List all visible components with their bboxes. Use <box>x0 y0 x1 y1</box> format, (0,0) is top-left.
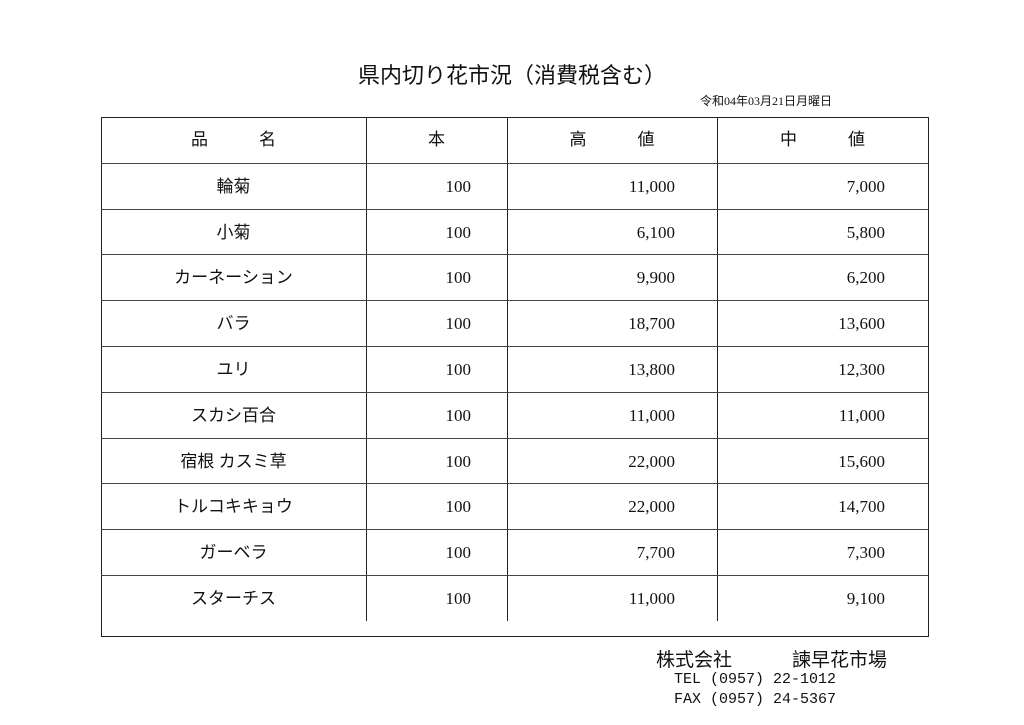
cell-value: 9,900 <box>636 268 675 288</box>
cell-value: 7,300 <box>846 543 885 563</box>
item-name: バラ <box>216 314 251 334</box>
item-name: 宿根 カスミ草 <box>180 451 287 471</box>
column-line <box>507 117 508 621</box>
cell-value: 22,000 <box>628 451 675 471</box>
column-line <box>717 117 718 621</box>
cell-value: 100 <box>445 314 472 334</box>
cell-value: 100 <box>445 176 472 196</box>
cell-value: 11,000 <box>628 589 675 608</box>
cell-value: 100 <box>445 360 472 379</box>
cell-value: 100 <box>445 497 472 517</box>
item-name: ユリ <box>216 360 251 379</box>
row-line <box>101 529 928 531</box>
date: 令和04年03月21日月曜日 <box>700 94 833 108</box>
row-line <box>101 575 928 576</box>
header-cell: 品 名 <box>191 130 276 149</box>
item-name: カーネーション <box>174 268 293 288</box>
cell-value: 12,300 <box>838 360 885 379</box>
table-frame <box>101 117 929 637</box>
row-line <box>101 300 928 302</box>
cell-value: 18,700 <box>628 314 675 334</box>
row-line <box>101 437 928 439</box>
cell-value: 22,000 <box>628 497 675 517</box>
cell-value: 7,000 <box>846 176 885 196</box>
item-name: ガーベラ <box>199 543 268 563</box>
row-line <box>101 346 928 347</box>
company: 株式会社 <box>656 650 733 671</box>
title: 県内切り花市況（消費税含む） <box>357 63 666 88</box>
cell-value: 11,000 <box>838 405 885 425</box>
fax: FAX (0957) 24-5367 <box>674 691 837 708</box>
header-cell: 本 <box>428 130 445 149</box>
row-line <box>101 254 928 256</box>
column-line <box>366 117 367 621</box>
cell-value: 13,600 <box>838 314 885 334</box>
row-line <box>101 208 928 210</box>
cell-value: 100 <box>445 222 472 242</box>
cell-value: 7,700 <box>636 543 675 563</box>
cell-value: 9,100 <box>846 589 885 608</box>
item-name: 輪菊 <box>216 176 251 196</box>
item-name: トルコキキョウ <box>174 497 293 517</box>
header-cell: 中 値 <box>780 130 865 149</box>
cell-value: 11,000 <box>628 405 675 425</box>
cell-value: 6,200 <box>846 268 885 288</box>
cell-value: 13,800 <box>628 360 675 379</box>
cell-value: 100 <box>445 405 472 425</box>
row-line <box>101 162 928 164</box>
tel: TEL (0957) 22-1012 <box>674 671 837 688</box>
header-cell: 高 値 <box>569 130 655 149</box>
cell-value: 6,100 <box>636 222 675 242</box>
cell-value: 11,000 <box>628 176 675 196</box>
cell-value: 100 <box>445 543 472 563</box>
market: 諫早花市場 <box>792 650 888 671</box>
cell-value: 14,700 <box>838 497 885 517</box>
item-name: スカシ百合 <box>191 405 276 425</box>
cell-value: 100 <box>445 268 472 288</box>
row-line <box>101 391 928 393</box>
row-line <box>101 483 928 485</box>
item-name: 小菊 <box>216 222 251 242</box>
cell-value: 5,800 <box>846 222 885 242</box>
cell-value: 15,600 <box>838 451 885 471</box>
item-name: スターチス <box>191 589 276 608</box>
cell-value: 100 <box>445 589 472 608</box>
cell-value: 100 <box>445 451 472 471</box>
